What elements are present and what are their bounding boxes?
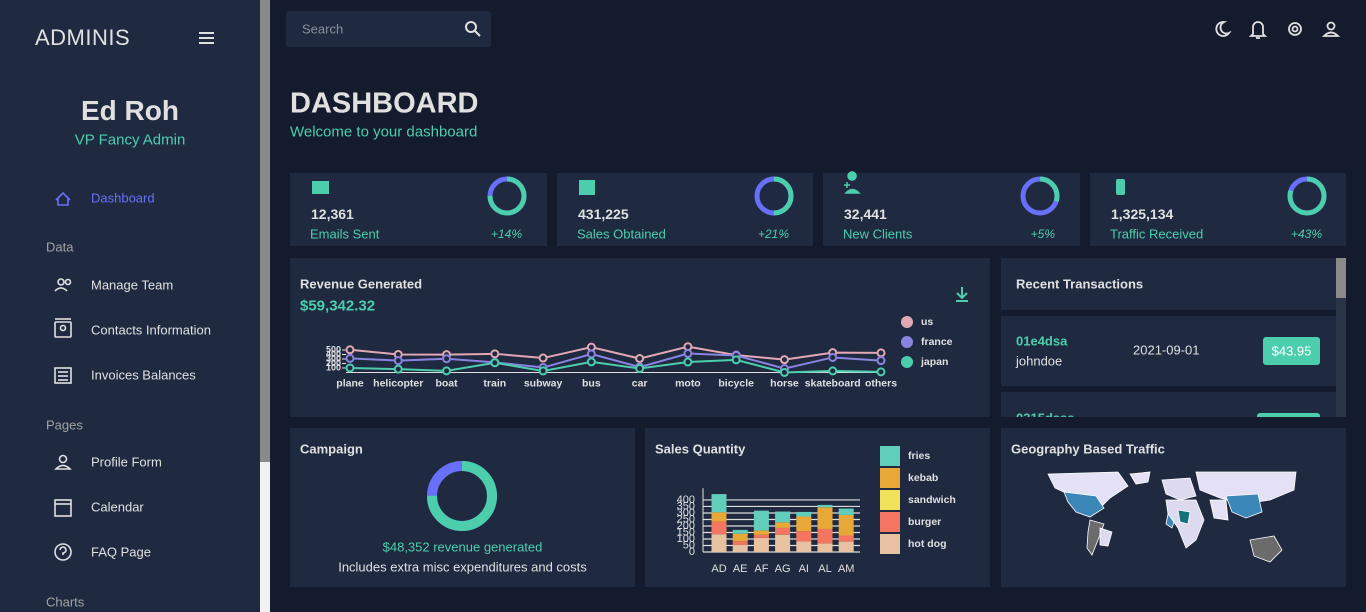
page-title: DASHBOARD xyxy=(290,87,479,120)
revenue-panel xyxy=(290,258,990,417)
panel-title: Geography Based Traffic xyxy=(1011,441,1165,457)
stat-value: 431,225 xyxy=(578,206,629,222)
list-scroll-track xyxy=(1336,298,1346,417)
nav-label: Invoices Balances xyxy=(91,367,196,383)
notification-icon[interactable] xyxy=(1248,21,1268,39)
sidebar-scroll-track xyxy=(260,462,270,612)
tx-id: 0315dsaa xyxy=(1016,411,1075,418)
tx-date: 2021-09-01 xyxy=(1133,342,1200,358)
stat-label: New Clients xyxy=(843,226,913,242)
campaign-revenue: $48,352 revenue generated xyxy=(382,539,543,555)
panel-title: Campaign xyxy=(300,441,363,457)
brand: ADMINIS xyxy=(35,25,131,50)
nav-label: Contacts Information xyxy=(91,322,211,338)
panel-title: Sales Quantity xyxy=(655,441,746,457)
nav-label: Dashboard xyxy=(91,190,155,206)
transactions-header xyxy=(1001,258,1336,310)
revenue-amount: $59,342.32 xyxy=(300,297,376,315)
search-box[interactable] xyxy=(286,11,491,47)
page-subtitle: Welcome to your dashboard xyxy=(290,123,478,141)
user-role: VP Fancy Admin xyxy=(74,131,186,149)
stat-increase: +21% xyxy=(757,227,789,241)
nav-section: Data xyxy=(46,239,74,255)
settings-icon[interactable] xyxy=(1288,22,1302,36)
tx-cost-badge xyxy=(1263,337,1320,365)
nav-label: FAQ Page xyxy=(91,544,151,560)
stat-increase: +5% xyxy=(1030,227,1055,241)
tx-cost: $43.95 xyxy=(1271,343,1312,359)
stat-label: Traffic Received xyxy=(1110,226,1204,242)
stat-increase: +14% xyxy=(490,227,522,241)
nav-section: Charts xyxy=(46,594,85,610)
sidebar xyxy=(0,0,260,612)
stat-increase: +43% xyxy=(1290,227,1322,241)
nav-section: Pages xyxy=(46,417,83,433)
tx-id: 01e4dsa xyxy=(1016,333,1068,349)
panel-title: Revenue Generated xyxy=(300,276,423,292)
stat-label: Emails Sent xyxy=(310,226,380,242)
profile-icon[interactable] xyxy=(1321,21,1341,37)
stat-value: 12,361 xyxy=(311,206,354,222)
nav-label: Profile Form xyxy=(91,454,162,470)
sidebar-scroll-thumb[interactable] xyxy=(260,0,270,462)
tx-cost-badge xyxy=(1257,413,1320,417)
transactions-list: Recent Transactions 01e4dsa johndoe 2021… xyxy=(1001,258,1346,417)
stat-label: Sales Obtained xyxy=(577,226,666,242)
user-name: Ed Roh xyxy=(81,95,179,126)
list-scroll-thumb[interactable] xyxy=(1336,258,1346,298)
stat-value: 32,441 xyxy=(844,206,887,222)
nav-label: Manage Team xyxy=(91,277,174,293)
stat-value: 1,325,134 xyxy=(1111,206,1174,222)
theme-icon[interactable] xyxy=(1215,21,1232,37)
tx-user: johndoe xyxy=(1016,353,1063,369)
campaign-note: Includes extra misc expenditures and cos… xyxy=(338,559,587,575)
nav-label: Calendar xyxy=(91,499,144,515)
search-placeholder: Search xyxy=(302,21,344,37)
panel-title: Recent Transactions xyxy=(1016,276,1144,292)
transaction-row xyxy=(1001,392,1336,417)
